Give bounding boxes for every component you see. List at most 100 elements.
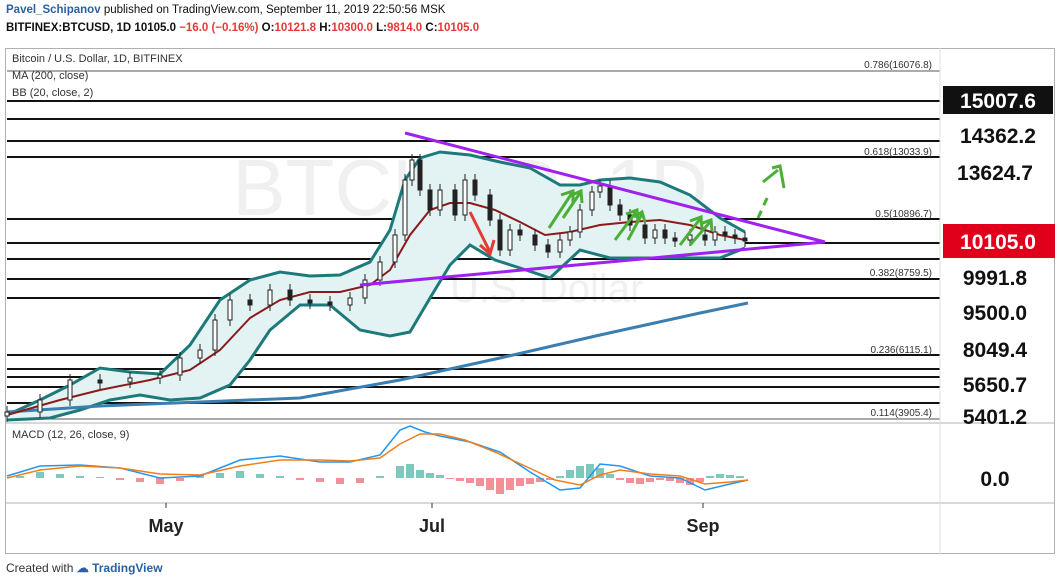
macd-bar (56, 474, 64, 478)
sma20-line (6, 202, 746, 416)
macd-bar (466, 478, 474, 483)
projection-arrow[interactable] (756, 164, 786, 219)
candle-body (517, 229, 523, 236)
price-label: 5401.2 (963, 406, 1027, 429)
price-tag-bg (943, 86, 1053, 114)
price-change: −16.0 (−0.16%) (179, 22, 259, 34)
candle-body (507, 229, 513, 251)
current-price-box (943, 224, 1055, 258)
triangle-lower-line[interactable] (359, 240, 826, 287)
macd-bar (576, 466, 584, 478)
bollinger-lower (6, 243, 746, 422)
macd-signal-line (6, 433, 749, 486)
macd-bar (706, 476, 714, 478)
candle-body (742, 237, 748, 242)
candle-body (472, 179, 478, 196)
legend-macd[interactable]: MACD (12, 26, close, 9) (12, 429, 130, 441)
macd-bar (646, 478, 654, 482)
candle-body (287, 289, 293, 301)
macd-bar (676, 478, 684, 483)
candle-body (267, 289, 273, 306)
candle-body (392, 234, 398, 263)
macd-bar (446, 478, 454, 479)
tradingview-brand[interactable]: TradingView (92, 561, 163, 575)
macd-histogram (16, 464, 744, 494)
published-text: published on TradingView.com, September … (103, 4, 446, 16)
macd-bar (616, 478, 624, 480)
macd-bar (256, 474, 264, 478)
legend-bb[interactable]: BB (20, close, 2) (12, 87, 94, 99)
candle-body (497, 219, 503, 251)
legend-ma200[interactable]: MA (200, close) (12, 70, 89, 82)
low-label: L: (376, 22, 388, 34)
footer: Created with ☁ TradingView (6, 561, 163, 575)
price-label: 9991.8 (963, 267, 1028, 290)
candle-body (597, 185, 603, 193)
legend-title[interactable]: Bitcoin / U.S. Dollar, 1D, BITFINEX (12, 53, 183, 65)
candle-body (672, 237, 678, 242)
macd-bar (666, 478, 674, 481)
candle-body (452, 189, 458, 216)
macd-bar (426, 473, 434, 478)
chart-frame[interactable] (5, 48, 1055, 554)
macd-bar (376, 476, 384, 478)
macd-bar (296, 478, 304, 480)
candle-body (712, 231, 718, 241)
macd-bar (416, 470, 424, 478)
candle-body (607, 185, 613, 206)
macd-bar (726, 475, 734, 478)
time-label-sep: Sep (686, 516, 719, 536)
macd-bar (156, 478, 164, 484)
close-label: C: (425, 22, 438, 34)
down-arrow[interactable] (468, 211, 496, 257)
candle-body (702, 234, 708, 241)
candle-body (212, 319, 218, 351)
macd-bar (736, 476, 744, 478)
bollinger-band-fill (7, 152, 745, 420)
fib-label-0236: 0.236(6115.1) (870, 345, 932, 356)
macd-bar (556, 476, 564, 478)
candle-body (67, 379, 73, 401)
price-label: 13624.7 (957, 162, 1033, 185)
candle-body (97, 379, 103, 384)
close-value: 10105.0 (437, 22, 480, 34)
candle-body (409, 159, 415, 181)
candle-body (417, 159, 423, 191)
up-arrows[interactable] (547, 188, 714, 246)
candle-body (545, 244, 551, 253)
macd-bar (476, 478, 484, 486)
macd-bar (686, 478, 694, 485)
macd-bar (406, 464, 414, 478)
bollinger-upper (6, 150, 746, 417)
macd-bar (176, 478, 184, 481)
price-tag-15007: 15007.6 (960, 90, 1036, 113)
macd-bar (596, 468, 604, 478)
candle-body (377, 261, 383, 281)
fib-label-0114: 0.114(3905.4) (870, 408, 932, 419)
macd-bar (16, 476, 24, 478)
candle-body (362, 279, 368, 299)
macd-bar (336, 478, 344, 484)
author-link[interactable]: Pavel_Schipanov (6, 4, 101, 16)
macd-bar (356, 478, 364, 483)
fib-label-0786: 0.786(16076.8) (864, 60, 932, 71)
price-label: 8049.4 (963, 339, 1028, 362)
macd-bar (236, 471, 244, 478)
tradingview-logo-icon: ☁ (76, 561, 89, 575)
open-label: O: (261, 22, 275, 34)
price-tag-14362: 14362.2 (960, 125, 1036, 148)
macd-bar (656, 478, 664, 480)
ma200-line (6, 301, 749, 414)
price-label: 9500.0 (963, 302, 1027, 325)
macd-bar (716, 474, 724, 478)
macd-bar (116, 478, 124, 480)
high-value: 10300.0 (331, 22, 373, 34)
fib-label-0618: 0.618(13033.9) (864, 147, 932, 158)
macd-bar (436, 475, 444, 478)
macd-bar (526, 478, 534, 484)
symbol-ohlc-line: BITFINEX:BTCUSD, 1D 10105.0 −16.0 (−0.16… (6, 22, 479, 34)
candle-body (227, 299, 233, 321)
triangle-upper-line[interactable] (404, 131, 826, 244)
candle-body (732, 234, 738, 239)
